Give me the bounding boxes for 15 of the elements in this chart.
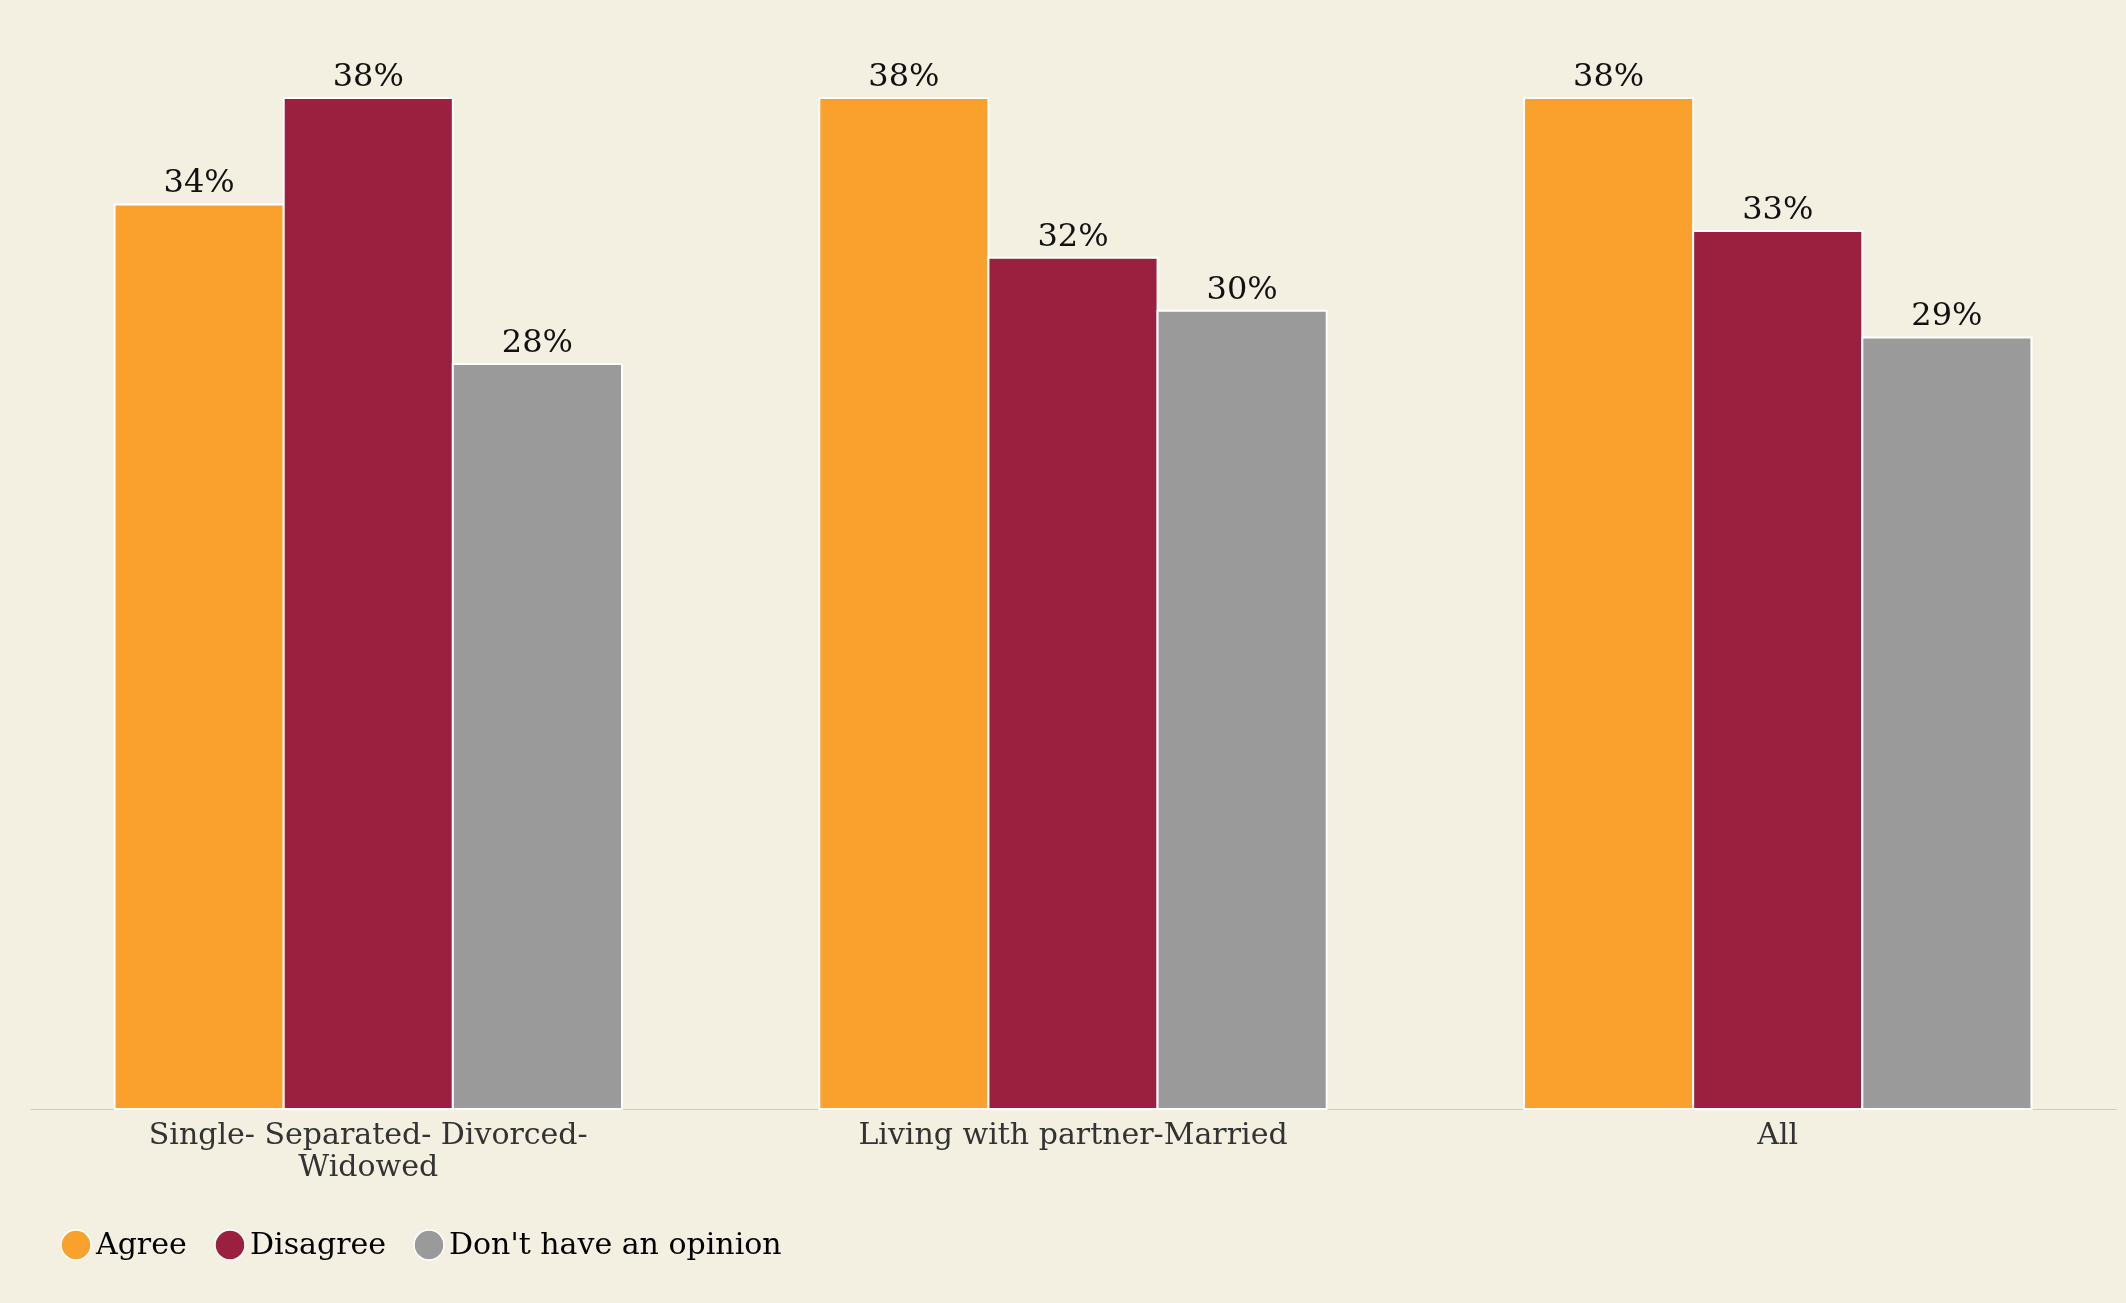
x-tick-label: Living with partner-Married: [858, 1115, 1288, 1151]
data-label: 30%: [1206, 268, 1278, 307]
legend-label: Don't have an opinion: [449, 1226, 782, 1261]
legend-label: Disagree: [250, 1226, 386, 1261]
data-label: 29%: [1911, 295, 1983, 334]
data-label: 38%: [868, 56, 940, 94]
data-label: 34%: [163, 162, 235, 201]
legend-label: Agree: [95, 1226, 187, 1261]
x-tick-label: All: [1756, 1115, 1799, 1151]
data-label: 38%: [1573, 56, 1645, 94]
data-label: 28%: [501, 322, 573, 361]
data-label: 38%: [332, 56, 404, 94]
x-tick-label: Single- Separated- Divorced- Widowed: [148, 1115, 588, 1183]
data-label: 33%: [1742, 189, 1814, 228]
data-label: 32%: [1037, 215, 1109, 254]
